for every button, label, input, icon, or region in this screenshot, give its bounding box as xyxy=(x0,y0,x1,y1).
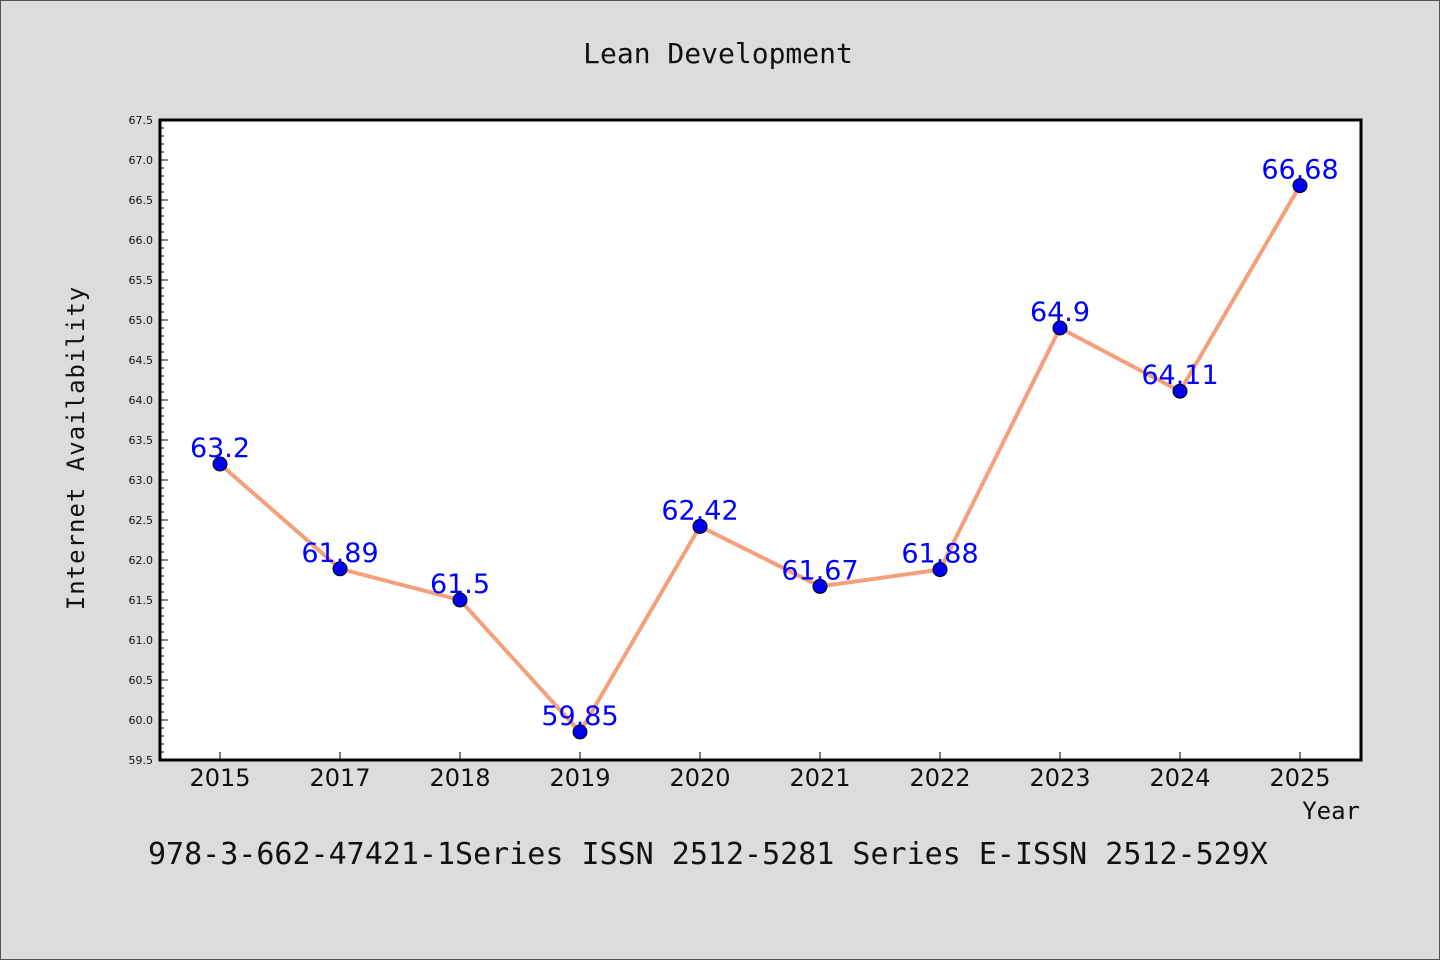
y-tick-label: 60.0 xyxy=(129,714,154,727)
data-points-layer xyxy=(212,178,1308,740)
y-tick-label: 59.5 xyxy=(129,754,154,767)
x-tick-label: 2017 xyxy=(309,764,370,792)
y-tick-label: 61.0 xyxy=(129,634,154,647)
data-label: 61.88 xyxy=(901,539,978,570)
data-label: 61.89 xyxy=(301,538,378,569)
y-axis-label: Internet Availability xyxy=(62,286,90,610)
data-point xyxy=(212,456,228,472)
data-label: 61.5 xyxy=(430,569,490,600)
x-tick-label: 2023 xyxy=(1029,764,1090,792)
x-axis: 2015 2017 2018 2019 2020 2021 2022 2023 2024 2025 xyxy=(189,752,1331,792)
y-tick-label: 65.0 xyxy=(129,314,154,327)
x-tick-label: 2024 xyxy=(1149,764,1210,792)
data-label: 62.42 xyxy=(661,495,738,526)
data-point xyxy=(1052,320,1068,336)
y-tick-label: 64.0 xyxy=(129,394,154,407)
series-line-layer xyxy=(218,184,1302,734)
y-tick-label: 66.5 xyxy=(129,194,154,207)
y-axis: 59.5 60.0 60.5 61.0 61.5 62.0 62.5 63.0 63.5 64.0… xyxy=(129,114,168,767)
y-tick-label: 61.5 xyxy=(129,594,154,607)
data-point xyxy=(1292,178,1308,194)
data-point xyxy=(932,562,948,578)
plot-area xyxy=(158,118,1363,762)
y-tick-label: 62.0 xyxy=(129,554,154,567)
data-point xyxy=(1172,383,1188,399)
data-label: 66.68 xyxy=(1261,155,1338,186)
data-point xyxy=(572,724,588,740)
y-tick-label: 60.5 xyxy=(129,674,154,687)
data-point xyxy=(452,592,468,608)
y-tick-label: 65.5 xyxy=(129,274,154,287)
data-label: 61.67 xyxy=(781,555,858,586)
x-tick-label: 2025 xyxy=(1269,764,1330,792)
data-point xyxy=(332,561,348,577)
data-label: 63.2 xyxy=(190,433,250,464)
series-line xyxy=(218,184,1302,734)
data-label: 64.11 xyxy=(1141,360,1218,391)
footer-isbn-text: 978-3-662-47421-1Series ISSN 2512-5281 S… xyxy=(148,837,1268,872)
data-label: 64.9 xyxy=(1030,297,1090,328)
x-tick-label: 2019 xyxy=(549,764,610,792)
chart-title: Lean Development xyxy=(583,37,853,70)
data-point xyxy=(692,518,708,534)
x-tick-label: 2015 xyxy=(189,764,250,792)
y-tick-label: 66.0 xyxy=(129,234,154,247)
y-tick-label: 62.5 xyxy=(129,514,154,527)
y-tick-label: 63.5 xyxy=(129,434,154,447)
y-tick-label: 67.5 xyxy=(129,114,154,127)
data-labels-layer: 63.2 61.89 61.5 59.85 62.42 61.67 61.88 64.9 64.… xyxy=(190,155,1339,732)
x-tick-label: 2018 xyxy=(429,764,490,792)
x-tick-label: 2021 xyxy=(789,764,850,792)
x-tick-label: 2020 xyxy=(669,764,730,792)
data-point xyxy=(812,578,828,594)
y-tick-label: 64.5 xyxy=(129,354,154,367)
y-tick-label: 67.0 xyxy=(129,154,154,167)
x-tick-label: 2022 xyxy=(909,764,970,792)
y-tick-label: 63.0 xyxy=(129,474,154,487)
data-label: 59.85 xyxy=(541,701,618,732)
x-axis-label: Year xyxy=(1302,797,1360,825)
